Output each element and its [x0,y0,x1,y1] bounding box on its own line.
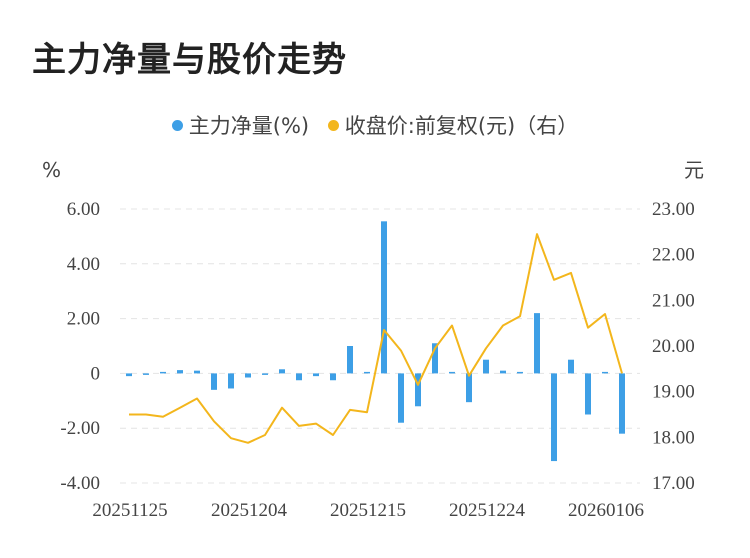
x-axis-ticks: 20251125 20251204 20251215 20251224 20260106 [92,500,644,521]
left-tick-label: 2.00 [67,309,100,330]
right-axis-unit: 元 [684,158,704,182]
x-tick-label: 20251224 [449,500,526,521]
left-tick-label: -4.00 [60,473,100,494]
bar [160,371,166,374]
right-tick-label: 20.00 [652,336,695,357]
left-tick-label: 4.00 [67,254,100,275]
bar [534,313,540,374]
bar [126,373,132,377]
x-tick-label: 20251215 [330,500,406,521]
bar [551,373,557,462]
left-tick-label: -2.00 [60,418,100,439]
right-tick-label: 17.00 [652,473,695,494]
bar [262,373,268,375]
left-axis-ticks: 6.00 4.00 2.00 0 -2.00 -4.00 [60,199,100,494]
legend-item-line[interactable]: 收盘价:前复权(元)（右） [327,110,579,140]
left-tick-label: 6.00 [67,199,100,220]
bar [398,373,404,423]
line-series [129,233,623,444]
right-tick-label: 19.00 [652,382,695,403]
bar [500,370,506,374]
bar [143,373,149,375]
x-tick-label: 20260106 [568,500,644,521]
legend-bar-swatch-icon [171,119,183,131]
price-line [129,233,623,444]
right-tick-label: 22.00 [652,245,695,266]
right-tick-label: 21.00 [652,290,695,311]
bar [194,370,200,374]
bar [619,373,625,434]
bar [483,359,489,374]
bar [279,369,285,374]
bar [313,373,319,377]
left-axis-unit: % [42,158,61,182]
bar [330,373,336,381]
x-tick-label: 20251125 [92,500,167,521]
bar [432,343,438,374]
bar [585,373,591,415]
legend-line-label: 收盘价:前复权(元)（右） [344,114,579,138]
bar [568,359,574,374]
bar [245,373,251,378]
right-axis-ticks: 23.00 22.00 21.00 20.00 19.00 18.00 17.00 [652,199,695,494]
bar [177,370,183,374]
bar [415,373,421,407]
chart-title: 主力净量与股价走势 [32,40,347,80]
bar [381,221,387,374]
x-tick-label: 20251204 [211,500,288,521]
legend-item-bar[interactable]: 主力净量(%) [171,110,310,140]
bar [602,371,608,374]
chart-legend: 主力净量(%) 收盘价:前复权(元)（右） [0,110,750,140]
bar [466,373,472,403]
right-tick-label: 23.00 [652,199,695,220]
bar [211,373,217,390]
bar [347,346,353,374]
bar [228,373,234,389]
bar [449,371,455,374]
legend-line-swatch-icon [327,119,339,131]
legend-bar-label: 主力净量(%) [188,114,310,138]
bar [517,371,523,374]
right-tick-label: 18.00 [652,427,695,448]
left-tick-label: 0 [91,363,101,384]
bar [364,371,370,374]
bar-series [126,221,625,462]
bar [296,373,302,381]
